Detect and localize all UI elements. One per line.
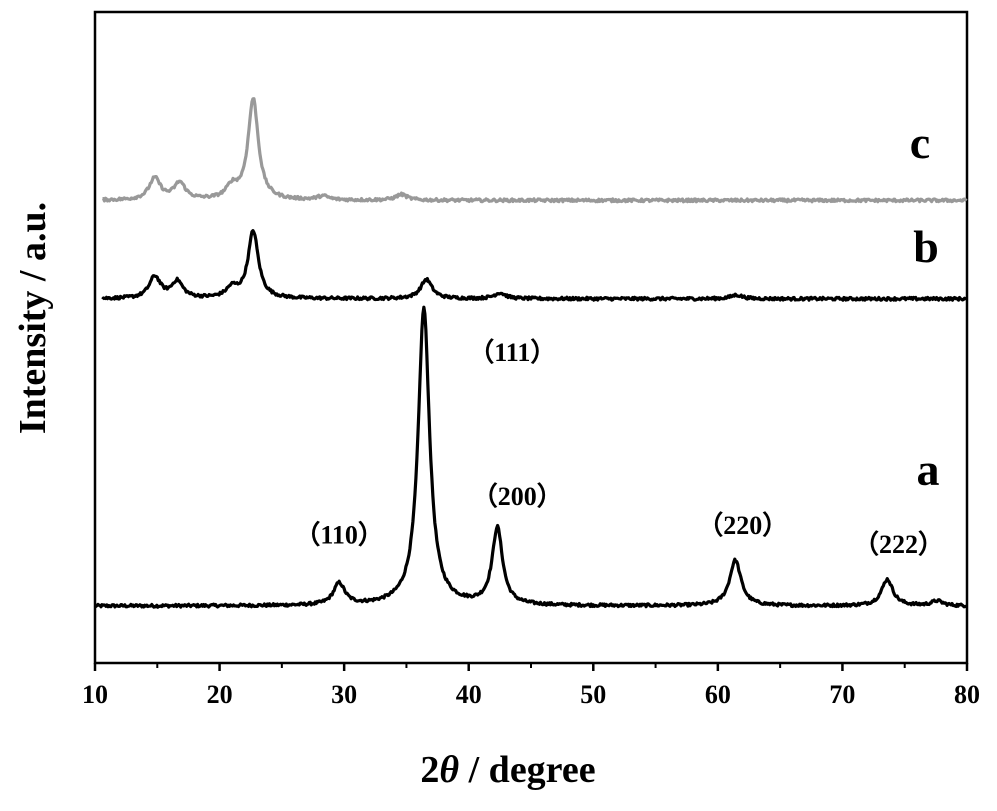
series-label-c: c xyxy=(910,117,930,168)
x-tick-label: 80 xyxy=(954,680,980,709)
x-tick-label: 70 xyxy=(829,680,855,709)
series-line-a xyxy=(93,305,968,609)
y-axis-title: Intensity / a.u. xyxy=(12,202,54,434)
x-tick-label: 20 xyxy=(207,680,233,709)
series-group xyxy=(93,97,968,609)
peak-annotation: （200） xyxy=(472,482,563,511)
x-tick-label: 40 xyxy=(456,680,482,709)
series-line-b xyxy=(101,229,968,302)
series-label-b: b xyxy=(913,221,939,272)
x-tick-label: 30 xyxy=(331,680,357,709)
series-line-c xyxy=(101,97,968,204)
peak-annotation: （111） xyxy=(468,338,556,367)
series-label-a: a xyxy=(917,444,940,495)
x-axis-title: 2θ / degree xyxy=(420,749,595,791)
peak-annotation: （220） xyxy=(697,511,788,540)
x-tick-label: 10 xyxy=(82,680,108,709)
series-labels: a b c xyxy=(910,117,940,495)
x-axis-ticks: 10 20 30 40 50 60 70 80 xyxy=(82,663,980,709)
peak-annotations: （111） （110） （200） （220） （222） xyxy=(294,338,944,559)
peak-annotation: （110） xyxy=(294,521,384,550)
x-tick-label: 50 xyxy=(580,680,606,709)
peak-annotation: （222） xyxy=(853,530,944,559)
x-tick-label: 60 xyxy=(705,680,731,709)
